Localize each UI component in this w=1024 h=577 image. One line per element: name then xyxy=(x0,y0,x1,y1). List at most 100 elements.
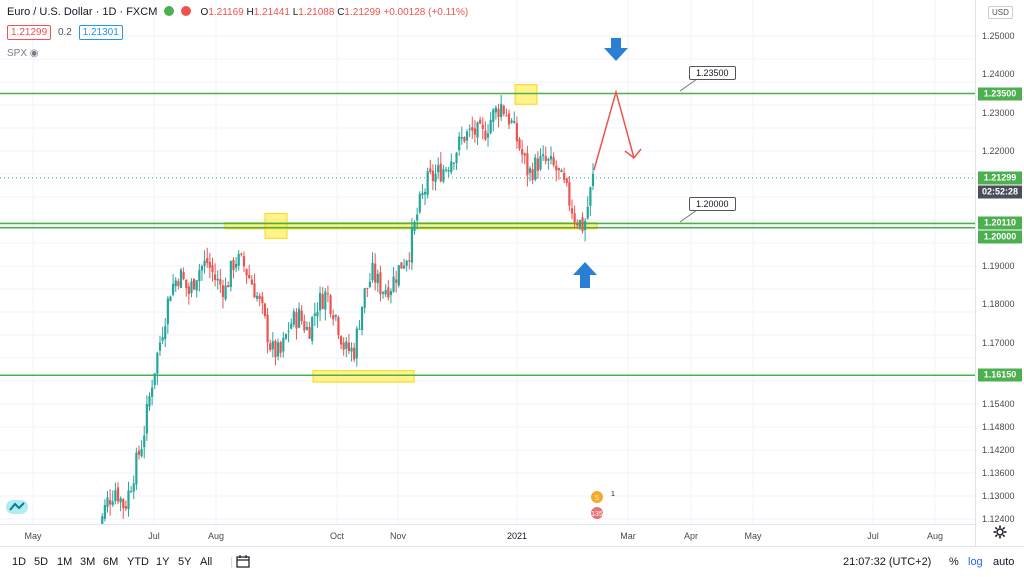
candle-body xyxy=(198,270,201,282)
candle-body xyxy=(208,261,211,268)
period-5y[interactable]: 5Y xyxy=(178,556,192,568)
candle-body xyxy=(547,158,550,161)
candle-body xyxy=(266,314,269,343)
earnings-event-label: 1 xyxy=(611,491,615,498)
price-axis[interactable]: USD 1.25000 1.24000 1.23000 1.22000 1.19000 1… xyxy=(975,0,1024,546)
candle-body xyxy=(563,172,566,180)
candle-body xyxy=(444,169,448,171)
period-1y[interactable]: 1Y xyxy=(156,556,170,568)
clock-timezone[interactable]: 21:07:32 (UTC+2) xyxy=(843,556,932,568)
candle-body xyxy=(486,133,490,138)
candle-body xyxy=(568,182,571,206)
candle-body xyxy=(518,138,521,149)
time-tick: Nov xyxy=(389,531,407,541)
level-callout-lower[interactable]: 1.20000 xyxy=(689,197,736,211)
dividend-event-icon-label: 5 xyxy=(595,495,599,502)
candle-body xyxy=(586,206,589,219)
candle-body xyxy=(468,128,471,130)
candle-body xyxy=(542,154,545,157)
candle-body xyxy=(484,130,487,140)
period-6m[interactable]: 6M xyxy=(103,556,119,568)
candle-body xyxy=(276,342,280,357)
candle-body xyxy=(127,490,130,510)
price-tick: 1.12400 xyxy=(982,514,1015,524)
callout-leader-lower xyxy=(679,209,698,223)
bottom-toolbar: 1D 5D 1M 3M 6M YTD 1Y 5Y All | 21:07:32 … xyxy=(0,525,1024,577)
projection-path xyxy=(593,89,635,171)
period-ytd[interactable]: YTD xyxy=(127,556,149,568)
candle-body xyxy=(308,327,311,339)
time-axis[interactable]: May Jul Aug Oct Nov 2021 Mar Apr May Jul Aug xyxy=(0,524,975,547)
candle-body xyxy=(544,156,547,161)
candle-body xyxy=(413,221,416,232)
candle-body xyxy=(381,292,385,294)
candle-body xyxy=(311,316,314,342)
candle-body xyxy=(316,311,319,317)
eye-hidden-icon[interactable]: ◉ xyxy=(29,48,39,59)
candle-body xyxy=(148,396,151,407)
alert-icon[interactable] xyxy=(181,6,192,16)
period-1d[interactable]: 1D xyxy=(12,556,27,568)
candle-body xyxy=(405,260,408,266)
time-tick: Aug xyxy=(207,531,225,541)
candle-body xyxy=(421,192,424,196)
candle-body xyxy=(174,280,177,287)
settings-gear-icon[interactable] xyxy=(993,525,1007,539)
candle-body xyxy=(476,122,479,138)
candle-body xyxy=(389,291,393,296)
candle-body xyxy=(234,263,238,268)
candle-body xyxy=(203,260,206,266)
candle-body xyxy=(397,265,400,286)
candle-body xyxy=(368,281,372,287)
log-toggle[interactable]: log xyxy=(968,556,983,568)
price-badge: 02:52:28 xyxy=(978,185,1022,199)
time-tick: Oct xyxy=(329,531,345,541)
candle-body xyxy=(274,340,277,358)
price-tick: 1.22000 xyxy=(982,146,1015,156)
candle-body xyxy=(250,279,253,285)
candle-body xyxy=(342,342,345,350)
candle-body xyxy=(119,498,122,503)
compare-symbol[interactable]: SPX ◉ xyxy=(7,48,39,59)
candle-body xyxy=(423,191,427,195)
period-1m[interactable]: 1M xyxy=(57,556,73,568)
percent-toggle[interactable]: % xyxy=(949,556,959,568)
price-chart[interactable]: 5 135 1 xyxy=(0,0,975,524)
chart-legend: Euro / U.S. Dollar · 1D · FXCM O1.21169 … xyxy=(7,6,468,18)
candle-body xyxy=(318,293,322,311)
candle-body xyxy=(334,315,337,317)
candle-body xyxy=(206,257,209,264)
currency-badge[interactable]: USD xyxy=(988,6,1013,19)
candle-body xyxy=(450,161,453,173)
candle-body xyxy=(161,337,164,341)
candle-body xyxy=(114,490,117,502)
candle-body xyxy=(376,273,379,284)
symbol-title[interactable]: Euro / U.S. Dollar · 1D · FXCM xyxy=(7,6,158,18)
buy-button[interactable]: 1.21301 xyxy=(78,25,123,40)
candle-body xyxy=(103,504,106,519)
candle-body xyxy=(492,109,495,122)
auto-toggle[interactable]: auto xyxy=(993,556,1015,568)
candle-body xyxy=(313,313,316,316)
candle-body xyxy=(290,323,293,329)
period-3m[interactable]: 3M xyxy=(80,556,96,568)
highlight-box-oct-nov xyxy=(312,370,415,383)
candle-body xyxy=(528,168,532,173)
candle-body xyxy=(140,448,143,457)
candle-body xyxy=(224,285,227,300)
candle-body xyxy=(269,343,272,351)
tradingview-logo-icon[interactable] xyxy=(6,500,28,514)
period-all[interactable]: All xyxy=(200,556,213,568)
candle-body xyxy=(465,131,469,141)
candle-body xyxy=(292,311,295,325)
chart-pane[interactable]: 5 135 1 Euro / U.S. Dollar · 1D · FXCM O1.… xyxy=(0,0,975,524)
date-range-icon[interactable] xyxy=(236,555,250,568)
low-label: L xyxy=(292,7,299,18)
sell-button[interactable]: 1.21299 xyxy=(7,25,52,40)
level-callout-upper[interactable]: 1.23500 xyxy=(689,66,736,80)
candle-body xyxy=(410,228,414,263)
candle-body xyxy=(536,158,539,171)
highlight-box-aug xyxy=(264,212,288,239)
time-tick: Jul xyxy=(148,531,160,541)
period-5d[interactable]: 5D xyxy=(34,556,49,568)
